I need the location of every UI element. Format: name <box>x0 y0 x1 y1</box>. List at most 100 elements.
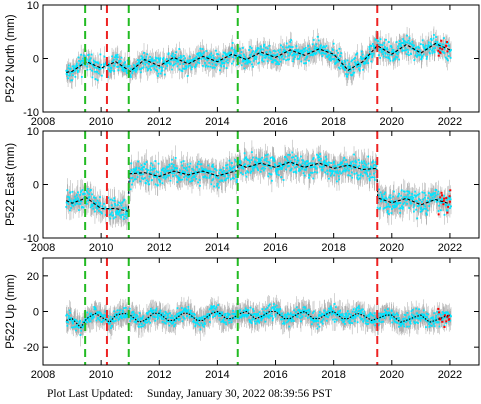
data-point <box>95 61 97 64</box>
data-point <box>156 184 159 187</box>
data-point <box>75 199 77 202</box>
data-point <box>346 167 349 170</box>
data-point <box>304 163 306 165</box>
data-point <box>81 205 84 208</box>
data-point <box>80 190 83 193</box>
data-point <box>349 68 352 71</box>
data-point <box>182 160 185 163</box>
data-point <box>313 166 315 168</box>
data-point <box>244 157 247 160</box>
data-point <box>300 155 302 158</box>
data-point <box>178 178 181 181</box>
data-point <box>130 162 133 165</box>
data-point <box>217 186 220 189</box>
data-point <box>210 183 213 186</box>
data-point <box>268 172 271 175</box>
data-point <box>195 63 198 66</box>
data-point <box>401 205 403 208</box>
data-point <box>446 51 449 54</box>
data-point <box>116 204 119 206</box>
data-point <box>167 53 170 56</box>
data-point <box>176 167 178 170</box>
data-point <box>324 155 327 158</box>
data-point <box>134 65 136 67</box>
data-point <box>209 171 212 173</box>
data-point <box>174 54 177 56</box>
data-point <box>352 71 355 74</box>
data-point <box>249 172 252 174</box>
data-point <box>117 213 120 216</box>
data-point <box>67 67 70 70</box>
data-point <box>226 59 229 61</box>
data-point <box>388 57 391 60</box>
data-point <box>205 176 208 179</box>
data-point <box>133 69 136 72</box>
data-point <box>351 59 354 62</box>
data-point <box>344 170 347 173</box>
data-point <box>269 157 272 159</box>
data-point <box>163 60 165 63</box>
data-point <box>199 163 202 166</box>
data-point <box>112 61 115 64</box>
data-point <box>333 160 335 163</box>
data-point <box>68 198 71 200</box>
data-point <box>188 175 191 177</box>
data-point <box>213 174 216 176</box>
data-point <box>380 199 383 201</box>
data-point <box>165 170 168 172</box>
data-point <box>213 66 216 69</box>
data-point <box>169 179 172 182</box>
recent-points <box>437 39 449 57</box>
data-point <box>296 157 299 159</box>
data-point <box>222 61 225 64</box>
x-tick-label: 2014 <box>205 242 229 254</box>
data-point <box>448 198 451 200</box>
data-point <box>67 203 70 205</box>
data-point <box>276 169 279 172</box>
data-point <box>290 156 293 159</box>
data-point <box>367 162 370 165</box>
data-point <box>188 55 191 58</box>
data-point <box>306 49 309 52</box>
data-point <box>381 50 384 53</box>
data-point <box>338 47 341 50</box>
data-point <box>437 190 440 193</box>
data-point <box>435 36 438 38</box>
data-point <box>149 169 152 172</box>
data-point <box>101 205 104 208</box>
data-point <box>259 170 262 173</box>
data-point <box>163 73 166 76</box>
data-point <box>309 54 312 56</box>
data-point <box>123 65 126 68</box>
data-point <box>235 52 238 55</box>
data-point <box>438 197 441 200</box>
data-point <box>209 57 212 59</box>
data-point <box>340 63 343 65</box>
data-point <box>389 197 392 199</box>
data-point <box>191 60 194 63</box>
data-point <box>140 67 143 70</box>
data-point <box>264 54 266 57</box>
data-point <box>229 55 232 57</box>
data-point <box>88 193 91 196</box>
data-point <box>255 162 257 165</box>
data-point <box>136 68 139 71</box>
data-point <box>149 65 152 68</box>
data-point <box>228 53 231 56</box>
data-point <box>82 206 85 209</box>
data-point <box>342 159 345 162</box>
data-point <box>72 205 75 207</box>
data-point <box>327 50 330 53</box>
data-point <box>117 212 120 215</box>
data-point <box>329 51 331 53</box>
data-point <box>344 69 346 71</box>
data-point <box>277 168 279 170</box>
data-point <box>231 162 233 165</box>
recent-data-point <box>437 213 440 216</box>
data-point <box>301 167 303 170</box>
data-point <box>261 163 264 166</box>
data-point <box>214 168 217 171</box>
data-point <box>411 40 414 43</box>
data-point <box>179 178 182 181</box>
data-point <box>66 72 68 74</box>
